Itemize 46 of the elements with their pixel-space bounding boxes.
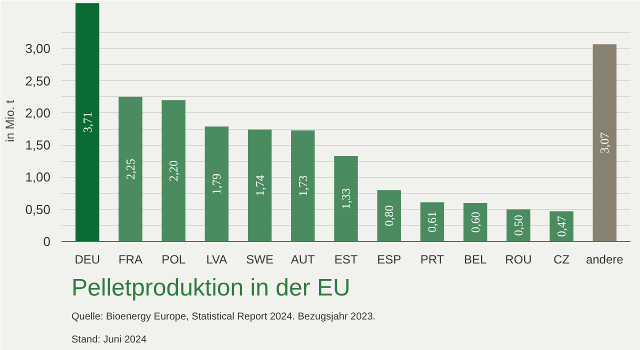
- x-tick-label: AUT: [290, 252, 316, 266]
- data-label: 2,25: [123, 158, 138, 180]
- bar: [248, 130, 272, 242]
- y-tick-label: 1,50: [25, 138, 51, 153]
- bar: [291, 130, 315, 242]
- data-label: 1,33: [339, 188, 353, 210]
- source-note: Quelle: Bioenergy Europe, Statistical Report 2024. Bezugsjahr 2023.: [72, 312, 376, 322]
- text: Pelletproduktion in der EU: [72, 274, 350, 302]
- data-label: 1,79: [210, 173, 224, 194]
- bar: [76, 3, 100, 242]
- x-tick-label: SWE: [246, 252, 274, 266]
- x-tick-label: ROU: [505, 252, 532, 266]
- data-label: 3,71: [80, 112, 94, 133]
- bar: [377, 190, 401, 242]
- text: Stand: Juni 2024: [72, 334, 147, 346]
- y-tick-label: 2,00: [25, 105, 51, 120]
- x-tick-label: BEL: [464, 252, 487, 266]
- data-label: 0,47: [554, 216, 569, 237]
- data-label: 2,20: [166, 160, 181, 182]
- data-label: 1,74: [252, 175, 267, 196]
- y-tick-label: 0: [43, 234, 51, 249]
- x-tick-label: FRA: [118, 252, 142, 266]
- bar: [592, 44, 616, 242]
- y-tick-label: 3,00: [25, 41, 51, 56]
- data-label: 3,07: [598, 132, 612, 154]
- y-tick-label: 0,50: [25, 202, 51, 217]
- bar: [118, 96, 142, 242]
- x-tick-label: andere: [586, 252, 624, 266]
- bar: [334, 156, 358, 242]
- x-tick-label: POL: [162, 252, 186, 266]
- x-tick-label: LVA: [206, 252, 228, 266]
- bar: [204, 126, 229, 242]
- data-label: 0,60: [468, 212, 482, 233]
- y-tick-label: 2,50: [25, 73, 51, 88]
- x-tick-label: ESP: [377, 252, 402, 266]
- y-tick-label: 1,00: [25, 170, 51, 185]
- data-label: 0,50: [511, 214, 526, 236]
- x-tick-label: PRT: [420, 252, 445, 266]
- bar: [162, 100, 186, 242]
- x-tick-label: EST: [334, 252, 358, 266]
- y-axis-title: in Mio. t: [3, 99, 18, 142]
- data-label: 1,73: [296, 175, 310, 196]
- x-tick-label: CZ: [554, 252, 570, 266]
- x-tick-label: DEU: [74, 252, 100, 266]
- data-label: 0,61: [425, 211, 440, 232]
- data-label: 0,80: [382, 205, 396, 226]
